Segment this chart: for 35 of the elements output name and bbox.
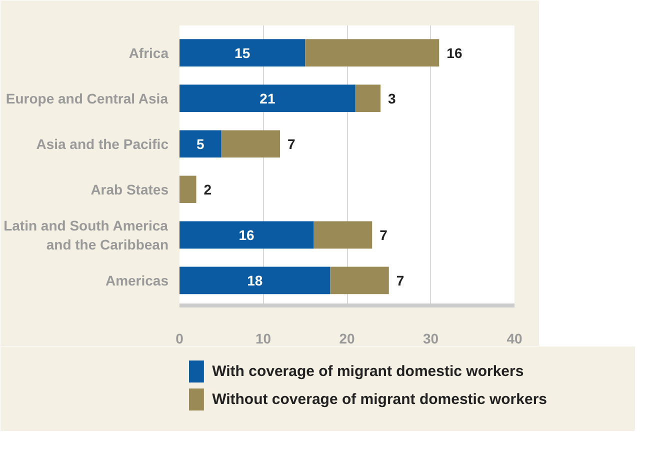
data-label: 15	[234, 44, 250, 61]
bar	[180, 221, 314, 249]
y-tick-label: Arab States	[90, 181, 169, 198]
bar	[180, 176, 196, 204]
bar	[180, 39, 306, 66]
bar	[221, 130, 280, 158]
x-tick-label: 10	[255, 330, 272, 346]
x-tick-label: 20	[339, 330, 355, 346]
legend-label: With coverage of migrant domestic workers	[212, 363, 524, 380]
data-label: 7	[288, 136, 296, 152]
data-label: 18	[247, 272, 263, 288]
x-tick-label: 0	[176, 330, 184, 346]
y-tick-label: Latin and South America and the Caribbean	[4, 217, 169, 253]
bar	[330, 266, 389, 294]
data-label: 16	[238, 226, 254, 243]
bar	[180, 130, 222, 158]
bar	[180, 266, 330, 294]
y-tick-label: Africa	[128, 44, 169, 61]
y-tick-label: Asia and the Pacific	[36, 136, 169, 152]
data-label: 2	[204, 181, 212, 198]
data-label: 3	[388, 90, 396, 106]
bar	[314, 221, 372, 249]
bar	[305, 39, 440, 66]
y-tick-label: Americas	[105, 272, 169, 288]
legend-label: Without coverage of migrant domestic workers	[212, 391, 548, 408]
x-tick-label: 40	[506, 330, 522, 346]
data-label: 7	[396, 272, 404, 288]
data-label: 21	[260, 90, 276, 106]
data-label: 5	[196, 136, 205, 152]
data-label: 7	[380, 226, 388, 243]
bar	[355, 84, 380, 112]
y-tick-label: Europe and Central Asia	[6, 90, 168, 106]
x-tick-label: 30	[422, 330, 439, 346]
data-label: 16	[446, 44, 462, 61]
bar	[180, 84, 356, 112]
